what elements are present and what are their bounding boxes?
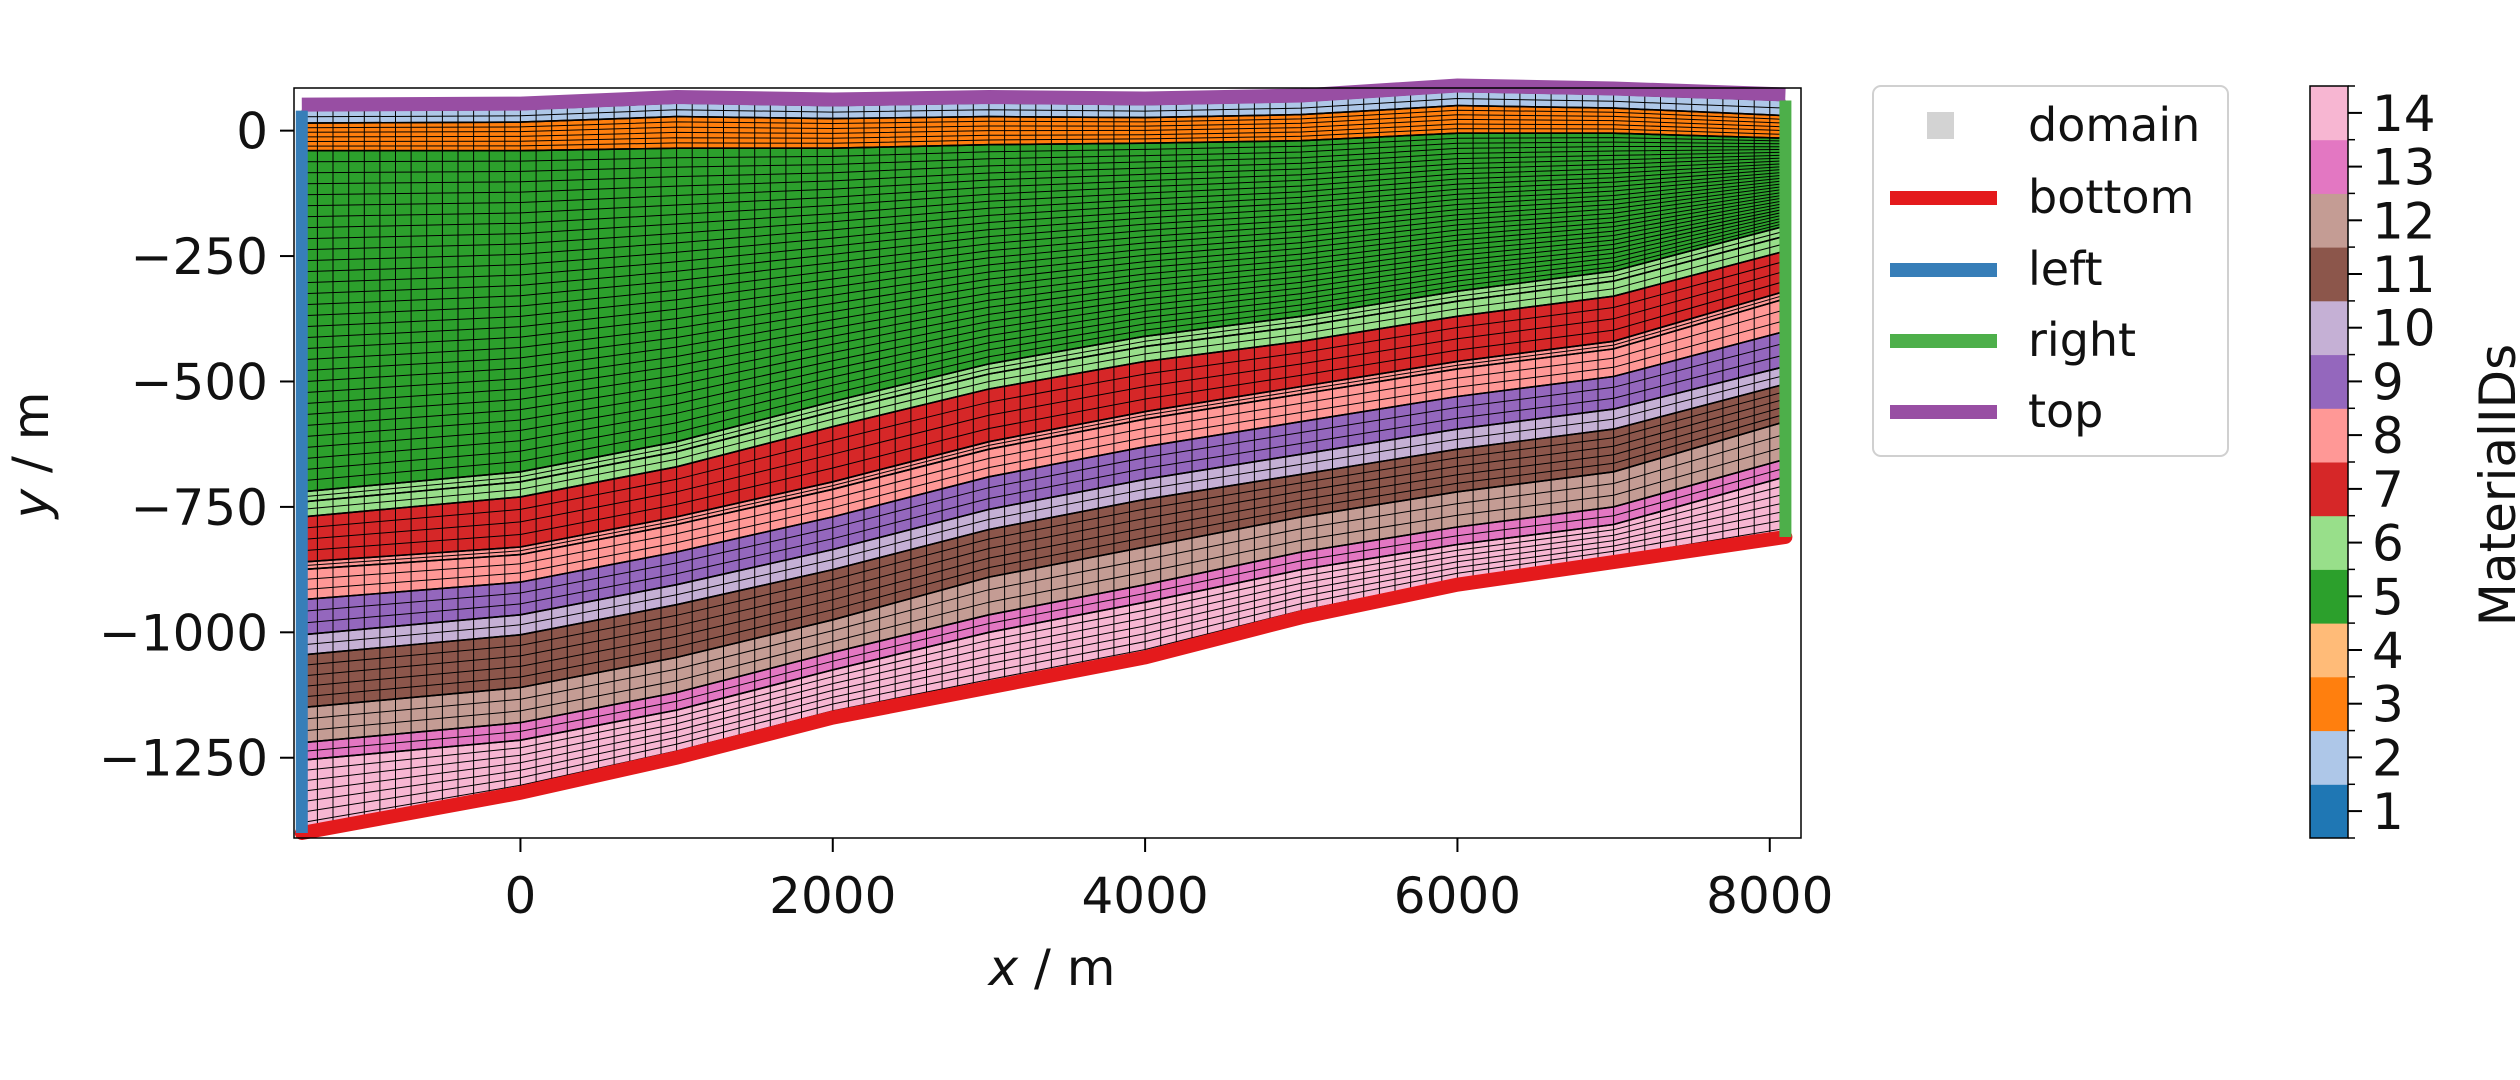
colorbar-swatch-5	[2310, 569, 2348, 624]
colorbar-tick-label: 10	[2372, 300, 2436, 358]
layer-material-10	[301, 366, 1786, 655]
colorbar-label: MaterialIDs	[2469, 344, 2520, 626]
plot-frame	[293, 87, 1802, 839]
x-tick-label: 6000	[1394, 867, 1521, 925]
boundary-bottom	[294, 530, 1793, 840]
colorbar-swatch-10	[2310, 300, 2348, 356]
colorbar-swatch-7	[2310, 462, 2348, 517]
colorbar-swatch-2	[2310, 730, 2348, 785]
x-tick-label: 4000	[1081, 867, 1208, 925]
layer-material-9	[301, 331, 1786, 635]
layer-material-2	[301, 91, 1786, 124]
colorbar-tick-label: 12	[2372, 192, 2436, 250]
y-tick-label: −250	[131, 228, 268, 286]
layer-material-6	[301, 236, 1786, 517]
y-axis-label: y / m	[2, 392, 60, 521]
boundary-top	[301, 78, 1786, 112]
x-axis-label: x / m	[987, 939, 1116, 997]
colorbar-tick-label: 6	[2372, 515, 2404, 573]
legend-label-domain: domain	[2028, 98, 2200, 152]
colorbar-swatch-13	[2310, 139, 2348, 194]
colorbar-tick-label: 4	[2372, 622, 2404, 680]
x-tick-label: 2000	[769, 867, 896, 925]
legend-label-right: right	[2028, 313, 2136, 367]
colorbar-tick-label: 13	[2372, 139, 2436, 197]
y-tick-label: −1250	[99, 730, 268, 788]
boundary-lines	[294, 78, 1793, 840]
colorbar-tick-label: 3	[2372, 676, 2404, 734]
y-axis-ticks: 0 −250 −500 −750 −1000 −1250	[99, 103, 294, 788]
layer-material-8	[301, 298, 1786, 600]
y-tick-label: −500	[131, 353, 268, 411]
colorbar-swatch-14	[2310, 86, 2348, 141]
colorbar-swatch-4	[2310, 623, 2348, 678]
layer-material-7	[301, 251, 1786, 563]
y-axis-label-unit: / m	[2, 392, 60, 489]
y-tick-label: −750	[131, 479, 268, 537]
colorbar-tick-label: 2	[2372, 729, 2404, 787]
colorbar-swatch-6	[2310, 515, 2348, 570]
y-tick-label: 0	[236, 103, 268, 161]
colorbar-swatch-11	[2310, 247, 2348, 302]
colorbar-swatch-3	[2310, 676, 2348, 732]
colorbar-tick-label: 9	[2372, 353, 2404, 411]
layer-material-5	[301, 133, 1786, 492]
legend-domain-marker	[1927, 112, 1954, 139]
x-axis-ticks: 0 2000 4000 6000 8000	[505, 838, 1833, 925]
x-axis-label-var: x	[987, 939, 1019, 997]
colorbar-swatch-9	[2310, 354, 2348, 409]
x-axis-label-unit: / m	[1018, 939, 1115, 997]
colorbar-tick-label: 11	[2372, 246, 2436, 304]
y-tick-label: −1000	[99, 604, 268, 662]
x-tick-label: 0	[505, 867, 537, 925]
y-axis-label-var: y	[2, 487, 60, 520]
layer-material-12	[301, 421, 1786, 743]
colorbar-tick-label: 7	[2372, 461, 2404, 519]
legend-label-bottom: bottom	[2028, 170, 2194, 224]
layer-material-14	[301, 476, 1786, 833]
colorbar-swatch-1	[2310, 784, 2348, 839]
colorbar-tick-label: 8	[2372, 407, 2404, 465]
colorbar-tick-label: 1	[2372, 783, 2404, 841]
legend-frame	[1872, 85, 2229, 457]
colorbar-tick-label: 5	[2372, 568, 2404, 626]
legend-label-left: left	[2028, 242, 2103, 296]
legend: domain bottom left right top	[1872, 85, 2229, 457]
colorbar-swatch-8	[2310, 408, 2348, 463]
colorbar-frame	[2309, 85, 2349, 839]
mesh-grid-lines	[301, 90, 1786, 834]
colorbar-swatch-12	[2310, 193, 2348, 248]
x-tick-label: 8000	[1706, 867, 1833, 925]
legend-label-top: top	[2028, 384, 2103, 438]
colorbar-tick-label: 14	[2372, 85, 2436, 143]
